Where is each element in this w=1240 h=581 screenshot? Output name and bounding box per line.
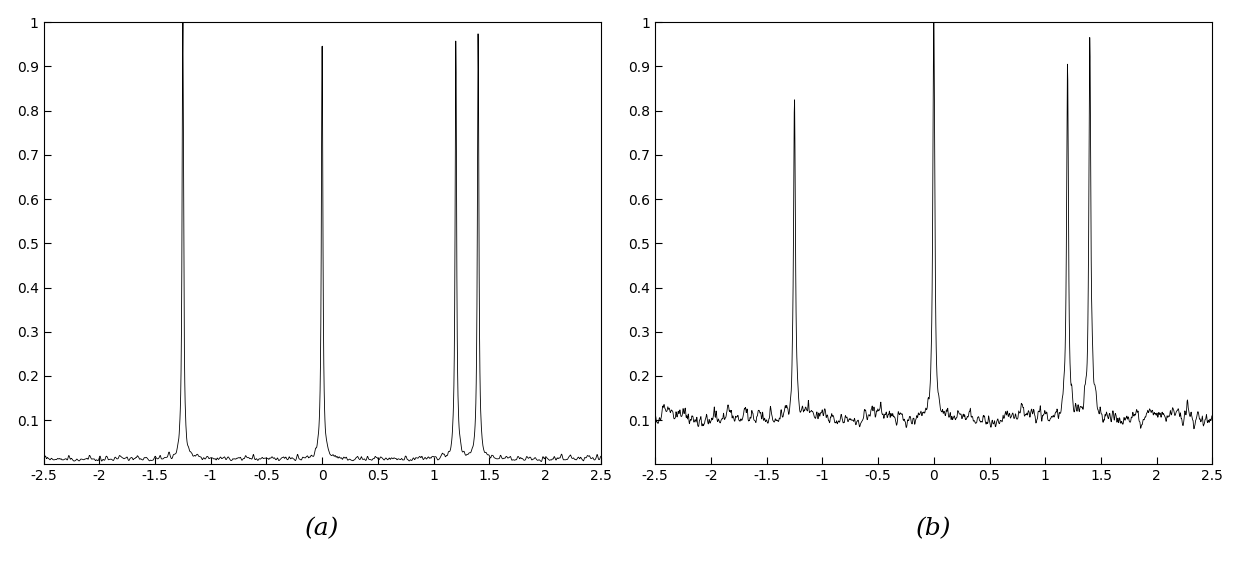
Text: (b): (b) <box>916 518 951 540</box>
Text: (a): (a) <box>305 518 340 540</box>
